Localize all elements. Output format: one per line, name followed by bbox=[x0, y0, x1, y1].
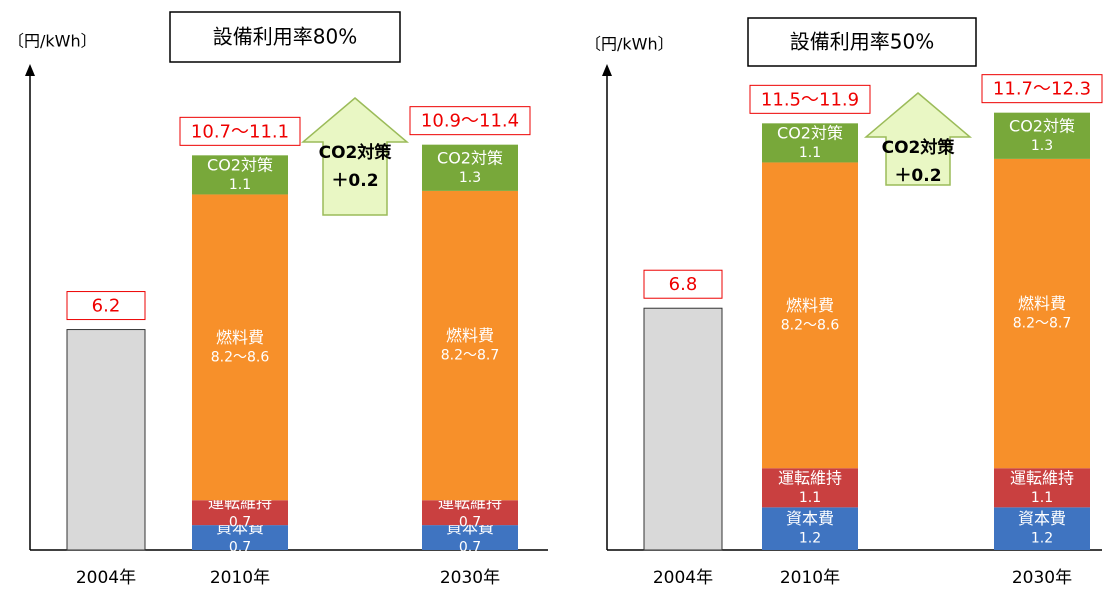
bar-segment bbox=[762, 468, 858, 508]
title-box bbox=[747, 17, 977, 67]
segment-value: 0.7 bbox=[459, 540, 481, 556]
bar-segment bbox=[192, 155, 288, 195]
annotation-text: CO2対策 bbox=[882, 137, 956, 158]
bar-segment bbox=[422, 525, 518, 550]
x-tick-label: 2030年 bbox=[1012, 568, 1072, 588]
y-axis-label: 〔円/kWh〕 bbox=[585, 35, 674, 54]
segment-name: 燃料費 bbox=[446, 326, 494, 345]
segment-value: 1.1 bbox=[1031, 490, 1053, 506]
annotation-text: ＋0.2 bbox=[331, 171, 378, 191]
bar-segment bbox=[192, 194, 288, 501]
total-label: 10.9〜11.4 bbox=[421, 111, 519, 132]
segment-name: 運転維持 bbox=[1010, 468, 1074, 487]
segment-name: 燃料費 bbox=[216, 328, 264, 347]
segment-name: 資本費 bbox=[1018, 509, 1066, 528]
total-label: 10.7〜11.1 bbox=[191, 121, 289, 142]
segment-value: 8.2〜8.7 bbox=[1013, 316, 1072, 332]
bar-segment bbox=[422, 144, 518, 191]
bar-segment bbox=[643, 307, 723, 551]
total-box bbox=[749, 84, 871, 114]
x-tick-label: 2030年 bbox=[440, 568, 500, 588]
segment-value: 1.2 bbox=[799, 531, 821, 547]
y-axis-arrow bbox=[25, 64, 35, 76]
bar-segment bbox=[192, 500, 288, 526]
segment-value: 1.2 bbox=[1031, 531, 1053, 547]
value-box bbox=[643, 269, 723, 299]
segment-name: CO2対策 bbox=[207, 155, 273, 174]
bar-segment bbox=[994, 468, 1090, 508]
bar-segment bbox=[192, 525, 288, 550]
total-box bbox=[981, 74, 1103, 104]
bar-segment bbox=[422, 190, 518, 501]
segment-value: 0.7 bbox=[229, 515, 251, 531]
segment-name: CO2対策 bbox=[437, 148, 503, 167]
segment-name: 運転維持 bbox=[778, 468, 842, 487]
y-axis-label: 〔円/kWh〕 bbox=[8, 32, 97, 51]
annotation-arrow bbox=[300, 97, 410, 216]
segment-name: CO2対策 bbox=[777, 123, 843, 142]
segment-name: 資本費 bbox=[786, 509, 834, 528]
x-tick-label: 2004年 bbox=[76, 568, 136, 588]
annotation-text: CO2対策 bbox=[319, 142, 393, 163]
segment-value: 8.2〜8.6 bbox=[211, 349, 270, 365]
bar-segment bbox=[762, 507, 858, 550]
segment-value: 0.7 bbox=[459, 515, 481, 531]
total-label: 11.5〜11.9 bbox=[761, 89, 859, 110]
bar-segment bbox=[422, 500, 518, 526]
y-axis-arrow bbox=[602, 64, 612, 76]
segment-name: 燃料費 bbox=[786, 296, 834, 315]
chart-title: 設備利用率50% bbox=[790, 30, 934, 54]
x-tick-label: 2004年 bbox=[653, 568, 713, 588]
segment-value: 1.3 bbox=[1031, 138, 1053, 154]
segment-value: 1.1 bbox=[229, 177, 251, 193]
bar-segment bbox=[994, 507, 1090, 550]
bar-segment bbox=[762, 162, 858, 469]
bar-segment bbox=[762, 123, 858, 163]
chart-title: 設備利用率80% bbox=[213, 25, 357, 49]
value-box bbox=[66, 291, 146, 321]
annotation-text: ＋0.2 bbox=[894, 166, 941, 186]
total-box bbox=[409, 106, 531, 136]
segment-value: 1.3 bbox=[459, 170, 481, 186]
total-box bbox=[179, 116, 301, 146]
segment-value: 8.2〜8.6 bbox=[781, 317, 840, 333]
total-label: 11.7〜12.3 bbox=[993, 79, 1091, 100]
segment-name: CO2対策 bbox=[1009, 116, 1075, 135]
data-label: 6.2 bbox=[92, 296, 121, 317]
bar-segment bbox=[66, 329, 146, 551]
data-label: 6.8 bbox=[669, 274, 698, 295]
bar-segment bbox=[994, 112, 1090, 159]
title-box bbox=[169, 11, 401, 63]
segment-value: 0.7 bbox=[229, 540, 251, 556]
segment-name: 燃料費 bbox=[1018, 294, 1066, 313]
annotation-arrow bbox=[863, 92, 973, 186]
segment-value: 1.1 bbox=[799, 145, 821, 161]
segment-value: 1.1 bbox=[799, 490, 821, 506]
x-tick-label: 2010年 bbox=[210, 568, 270, 588]
x-tick-label: 2010年 bbox=[780, 568, 840, 588]
bar-segment bbox=[994, 158, 1090, 469]
segment-value: 8.2〜8.7 bbox=[441, 348, 500, 364]
